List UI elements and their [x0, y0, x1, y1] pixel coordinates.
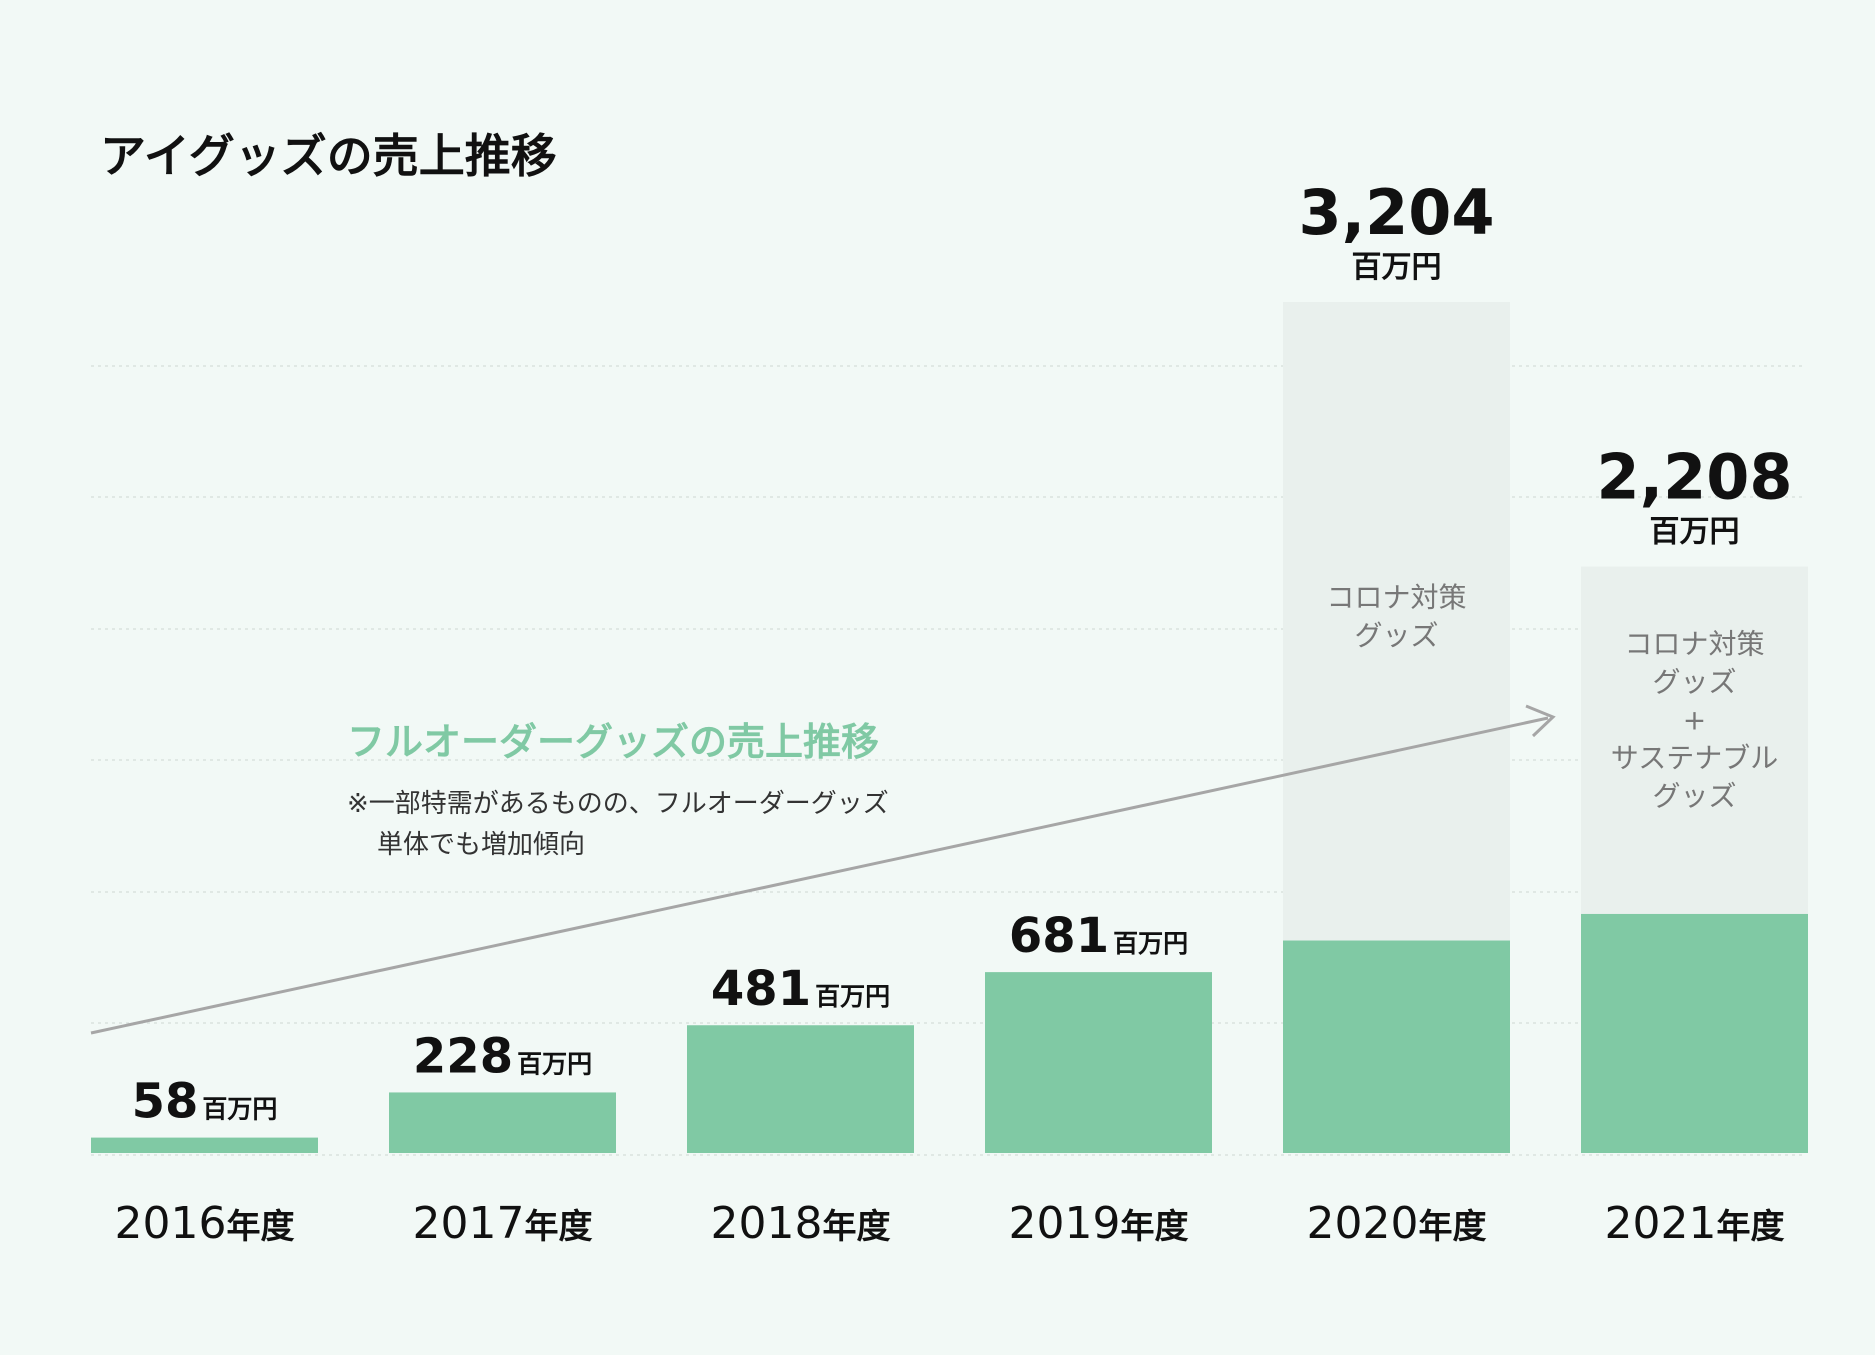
category-label-2021: 2021年度 [1605, 1198, 1785, 1249]
labels: 2016年度 58 百万円 2017年度 228 百万円 2018年度 481 百万円 2019年… [115, 176, 1793, 1249]
bar-primary-2018 [687, 1025, 914, 1153]
segment-label-line: グッズ [1652, 666, 1736, 699]
annotation-title: フルオーダーグッズの売上推移 [347, 720, 879, 764]
bars [91, 302, 1808, 1153]
segment-label-line: サステナブル [1611, 742, 1778, 775]
bar-secondary-2021 [1581, 566, 1808, 914]
value-label-2016: 58 百万円 [132, 1074, 278, 1130]
grid-lines [91, 365, 1805, 1156]
trend-arrow [90, 704, 1556, 1035]
bar-primary-2019 [985, 972, 1212, 1153]
segment-label-line: グッズ [1652, 780, 1736, 813]
segment-label-line: グッズ [1354, 619, 1438, 652]
category-label-2020: 2020年度 [1307, 1198, 1487, 1249]
segment-label-line: コロナ対策 [1624, 628, 1764, 661]
segment-label-line: + [1683, 704, 1706, 737]
value-label-2020: 3,204 [1298, 176, 1494, 249]
value-label-2019: 681 百万円 [1009, 908, 1188, 964]
value-unit-2021: 百万円 [1650, 515, 1740, 550]
annotation-note-line-2: 単体でも増加傾向 [377, 830, 585, 860]
bar-secondary-2020 [1283, 302, 1510, 941]
bar-primary-2016 [91, 1137, 318, 1153]
bar-primary-2021 [1581, 913, 1808, 1153]
value-label-2017: 228 百万円 [413, 1028, 592, 1084]
annotation-note-line-1: ※一部特需があるものの、フルオーダーグッズ [347, 789, 889, 819]
bar-primary-2017 [389, 1092, 616, 1153]
segment-label-line: コロナ対策 [1326, 581, 1466, 614]
category-label-2017: 2017年度 [413, 1198, 593, 1249]
category-label-2019: 2019年度 [1009, 1198, 1189, 1249]
category-label-2016: 2016年度 [115, 1198, 295, 1249]
trend-arrow-head [1525, 704, 1556, 738]
bar-primary-2020 [1283, 940, 1510, 1153]
category-label-2018: 2018年度 [711, 1198, 891, 1249]
value-unit-2020: 百万円 [1352, 250, 1442, 285]
chart-title: アイグッズの売上推移 [100, 129, 557, 183]
value-label-2018: 481 百万円 [711, 961, 890, 1017]
trend-arrow-line [90, 716, 1549, 1035]
value-label-2021: 2,208 [1596, 441, 1792, 514]
